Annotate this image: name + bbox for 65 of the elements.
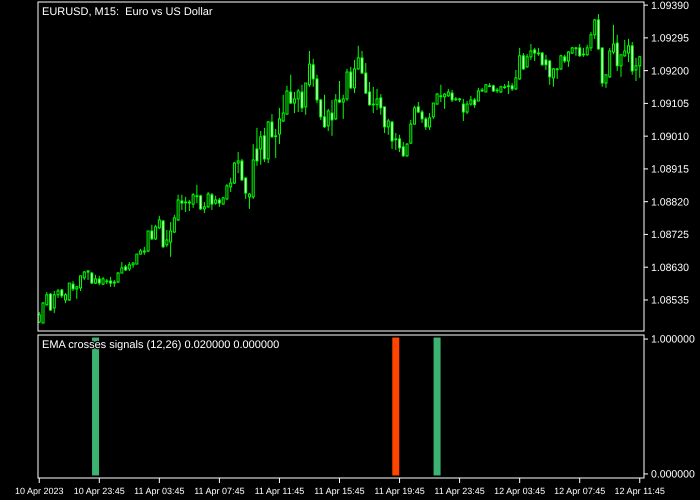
- candlestick: [638, 55, 642, 78]
- candlestick: [184, 196, 188, 213]
- candlestick: [506, 80, 510, 95]
- candlestick: [476, 87, 480, 102]
- candlestick: [300, 84, 304, 113]
- candlestick: [526, 54, 529, 68]
- y-tick-label: 1.08915: [651, 164, 690, 176]
- x-tick-label: 12 Apr 11:45: [614, 486, 665, 496]
- candlestick: [109, 276, 112, 288]
- candlestick: [450, 89, 454, 103]
- candlestick: [533, 47, 536, 62]
- x-tick-label: 11 Apr 15:45: [314, 486, 365, 496]
- candlestick: [98, 275, 101, 286]
- candlestick: [406, 142, 409, 158]
- candlestick: [376, 88, 379, 110]
- candlestick: [398, 134, 402, 153]
- x-tick-label: 10 Apr 23:45: [74, 486, 125, 496]
- candlestick: [390, 120, 394, 150]
- x-tick-label: 12 Apr 03:45: [494, 486, 546, 496]
- candlestick: [169, 222, 172, 258]
- x-tick-label: 11 Apr 19:45: [374, 486, 425, 496]
- candlestick: [566, 50, 570, 68]
- x-tick-label: 11 Apr 07:45: [194, 486, 245, 496]
- candlestick: [462, 98, 465, 122]
- candlestick: [292, 92, 296, 114]
- candlestick: [466, 100, 469, 115]
- candlestick: [146, 230, 150, 253]
- y-tick-label: 1.000000: [651, 334, 695, 346]
- candlestick: [439, 84, 442, 103]
- y-tick-label: 1.09295: [651, 32, 690, 45]
- x-tick-label: 12 Apr 07:45: [554, 486, 606, 496]
- candlestick: [322, 94, 326, 128]
- candlestick: [559, 54, 562, 70]
- y-tick-label: 1.09105: [651, 98, 690, 110]
- candlestick: [94, 274, 98, 285]
- y-tick-label: 1.08630: [651, 262, 690, 274]
- candlestick: [402, 142, 405, 158]
- y-tick-label: 1.08725: [651, 229, 690, 242]
- candlestick: [540, 52, 544, 66]
- x-tick-label: 10 Apr 2023: [14, 486, 64, 496]
- candlestick: [116, 272, 120, 284]
- candlestick: [259, 130, 262, 166]
- y-tick-label: 1.09010: [651, 130, 690, 143]
- candlestick: [68, 282, 71, 302]
- y-tick-label: 1.09390: [651, 0, 690, 12]
- candlestick: [52, 290, 56, 314]
- candlestick: [49, 292, 52, 312]
- x-tick-label: 11 Apr 03:45: [134, 486, 185, 496]
- y-tick-label: 0.000000: [651, 468, 695, 481]
- x-tick-label: 11 Apr 23:45: [434, 486, 485, 496]
- candlestick: [372, 86, 375, 114]
- y-tick-label: 1.08820: [651, 196, 690, 208]
- candlestick: [353, 59, 356, 94]
- candlestick: [90, 272, 94, 285]
- candlestick: [548, 59, 552, 86]
- candlestick: [192, 192, 195, 208]
- candlestick: [86, 269, 90, 280]
- y-tick-label: 1.09200: [651, 65, 690, 78]
- candlestick: [578, 44, 582, 58]
- x-tick-label: 11 Apr 11:45: [254, 486, 304, 496]
- chart-title: EURUSD, M15: Euro vs US Dollar: [42, 6, 213, 18]
- candlestick: [428, 112, 432, 130]
- y-tick-label: 1.08535: [651, 294, 690, 307]
- candlestick: [296, 88, 300, 113]
- candlestick: [210, 192, 214, 210]
